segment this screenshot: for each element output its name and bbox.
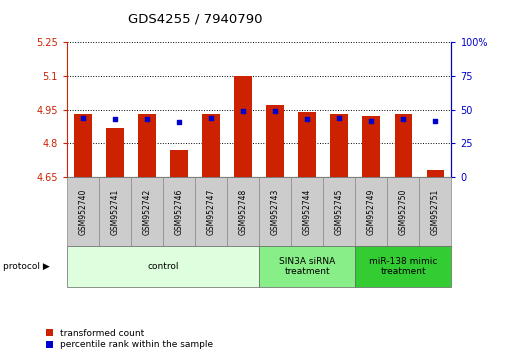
Text: control: control: [147, 262, 179, 271]
Point: [367, 118, 376, 123]
Text: GSM952746: GSM952746: [174, 188, 184, 235]
Text: GSM952740: GSM952740: [78, 188, 87, 235]
Text: GSM952749: GSM952749: [367, 188, 376, 235]
Point: [239, 108, 247, 114]
Point: [335, 115, 343, 121]
Point: [111, 116, 119, 122]
Point: [399, 116, 407, 122]
Text: SIN3A siRNA
treatment: SIN3A siRNA treatment: [279, 257, 336, 276]
Bar: [234, 76, 252, 177]
Point: [207, 115, 215, 121]
Bar: [363, 116, 380, 177]
Bar: [138, 114, 155, 177]
Text: GSM952742: GSM952742: [142, 188, 151, 235]
Text: GSM952751: GSM952751: [431, 188, 440, 235]
Text: GSM952745: GSM952745: [334, 188, 344, 235]
Text: GSM952748: GSM952748: [239, 188, 248, 235]
Bar: [299, 112, 316, 177]
Point: [271, 108, 279, 114]
Text: miR-138 mimic
treatment: miR-138 mimic treatment: [369, 257, 438, 276]
Bar: [170, 150, 188, 177]
Text: GDS4255 / 7940790: GDS4255 / 7940790: [128, 12, 262, 25]
Point: [78, 115, 87, 121]
Text: protocol ▶: protocol ▶: [3, 262, 49, 271]
Bar: [74, 114, 91, 177]
Bar: [202, 114, 220, 177]
Text: GSM952750: GSM952750: [399, 188, 408, 235]
Point: [431, 118, 440, 123]
Bar: [106, 128, 124, 177]
Bar: [266, 105, 284, 177]
Point: [303, 116, 311, 122]
Point: [175, 119, 183, 125]
Point: [143, 116, 151, 122]
Text: GSM952741: GSM952741: [110, 188, 120, 235]
Text: GSM952744: GSM952744: [303, 188, 312, 235]
Bar: [394, 114, 412, 177]
Legend: transformed count, percentile rank within the sample: transformed count, percentile rank withi…: [46, 329, 213, 349]
Bar: [330, 114, 348, 177]
Text: GSM952747: GSM952747: [206, 188, 215, 235]
Text: GSM952743: GSM952743: [270, 188, 280, 235]
Bar: [427, 170, 444, 177]
